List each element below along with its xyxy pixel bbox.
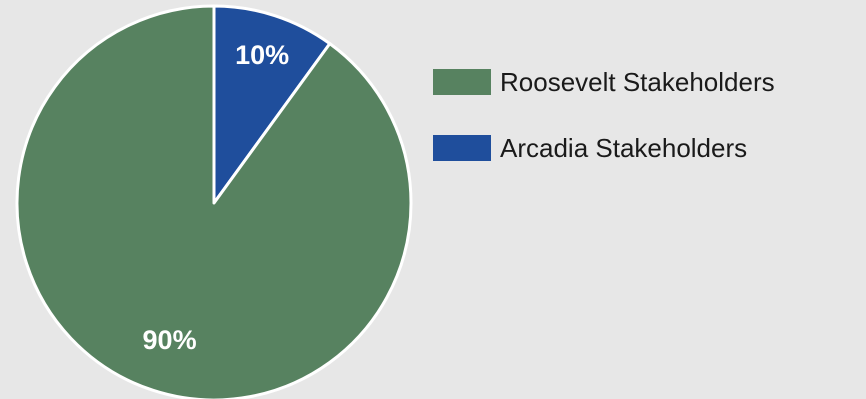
pie-slice-arcadia	[212, 4, 332, 205]
chart-legend: Roosevelt Stakeholders Arcadia Stakehold…	[433, 62, 775, 194]
legend-item-arcadia: Arcadia Stakeholders	[433, 128, 775, 168]
legend-swatch-roosevelt	[433, 69, 491, 95]
legend-label-roosevelt: Roosevelt Stakeholders	[500, 66, 775, 97]
legend-item-roosevelt: Roosevelt Stakeholders	[433, 62, 775, 102]
legend-swatch-arcadia	[433, 135, 491, 161]
pie-label-arcadia: 10%	[235, 40, 289, 70]
pie-slice-roosevelt	[15, 4, 413, 399]
legend-label-arcadia: Arcadia Stakeholders	[500, 132, 748, 163]
pie-label-roosevelt: 90%	[143, 325, 197, 355]
